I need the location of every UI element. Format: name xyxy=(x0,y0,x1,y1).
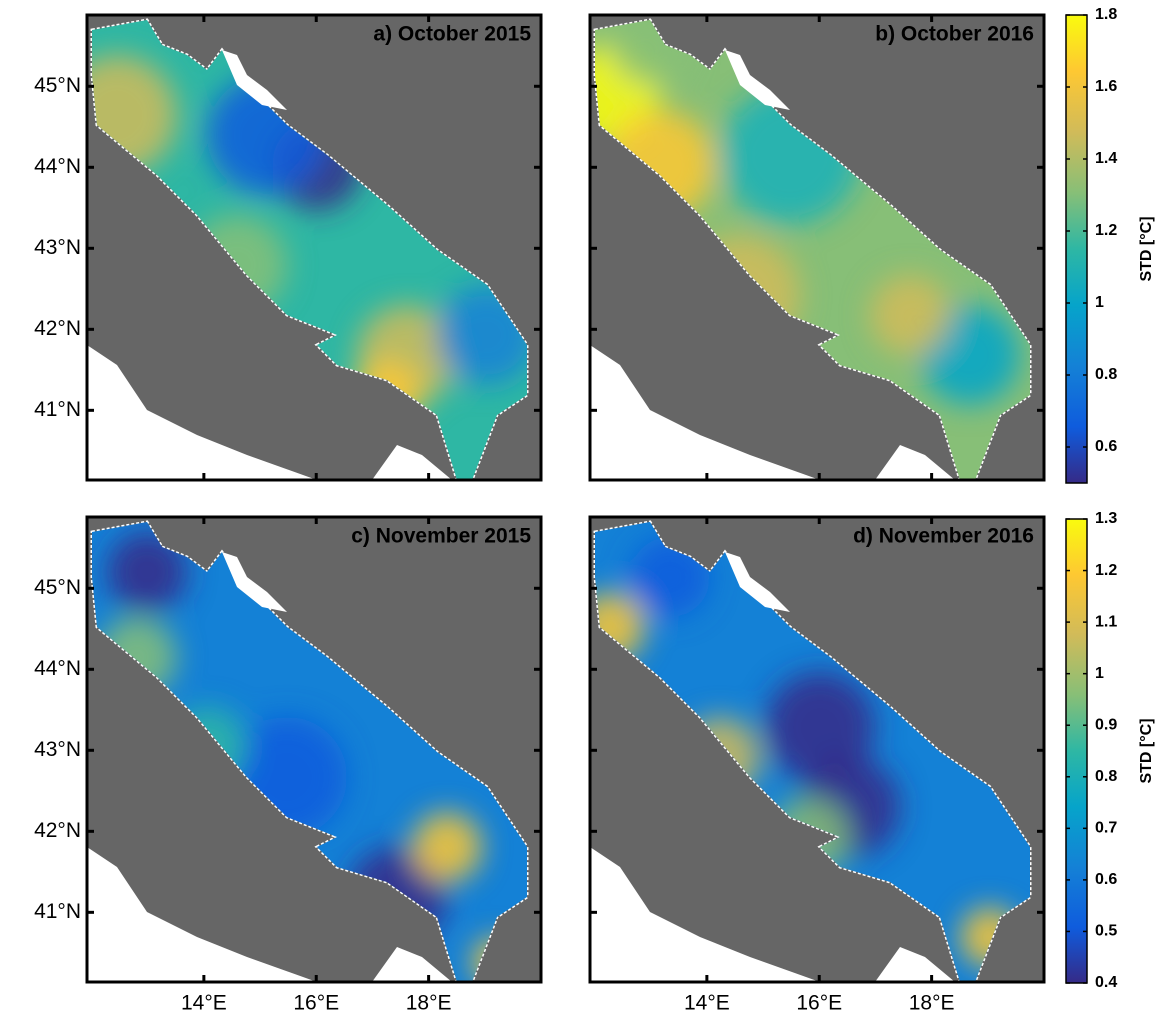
y-tick-label: 42°N xyxy=(34,317,81,340)
colorbar-tick-label: 0.9 xyxy=(1095,716,1117,733)
colorbar-tick-label: 1.1 xyxy=(1095,613,1117,630)
map-panel: a) October 2015 41°N 42°N 43°N 44°N 45°N xyxy=(34,15,541,480)
y-tick-label: 42°N xyxy=(34,819,81,842)
x-tick-label: 16°E xyxy=(293,992,339,1015)
y-tick-label: 44°N xyxy=(34,155,81,178)
map-panel: b) October 2016 xyxy=(560,5,1044,480)
x-tick-label: 14°E xyxy=(181,992,227,1015)
y-tick-label: 41°N xyxy=(34,398,81,421)
panel-title: b) October 2016 xyxy=(875,23,1034,46)
colorbar-tick-label: 0.4 xyxy=(1095,974,1117,991)
sea-blob xyxy=(412,812,482,882)
y-tick-label: 43°N xyxy=(34,738,81,761)
colorbar-tick-label: 1.2 xyxy=(1095,562,1117,579)
colorbar-tick-label: 0.5 xyxy=(1095,923,1117,940)
panel-title: a) October 2015 xyxy=(373,23,531,46)
colorbar-tick-label: 1.3 xyxy=(1095,510,1117,527)
colorbar-tick-label: 0.6 xyxy=(1095,438,1117,455)
y-tick-label: 44°N xyxy=(34,657,81,680)
map-panel: c) November 2015 14°E 16°E 18°E 41°N 42°N 43°N… xyxy=(34,517,541,1015)
colorbar-tick-label: 0.7 xyxy=(1095,820,1117,837)
colorbar-tick-label: 1.4 xyxy=(1095,150,1117,167)
colorbar-tick-label: 1 xyxy=(1095,665,1104,682)
x-tick-label: 14°E xyxy=(684,992,730,1015)
colorbar: 0.6 0.8 1 1.2 1.4 1.6 1.8 STD [°C] xyxy=(1066,6,1155,483)
colorbar-tick-label: 1 xyxy=(1095,294,1104,311)
x-tick-label: 18°E xyxy=(909,992,955,1015)
map-panel: d) November 2016 14°E 16°E 18°E xyxy=(575,517,1044,1015)
colorbar-tick-label: 1.2 xyxy=(1095,222,1117,239)
x-tick-label: 18°E xyxy=(406,992,452,1015)
colorbar: 0.4 0.5 0.6 0.7 0.8 0.9 1 1.1 1.2 1.3 STD [°C] xyxy=(1066,510,1155,991)
colorbar-label: STD [°C] xyxy=(1138,216,1155,281)
figure: a) October 2015 41°N 42°N 43°N 44°N 45°N b) Oc… xyxy=(0,0,1163,1027)
panel-title: c) November 2015 xyxy=(351,525,531,548)
colorbar-fill xyxy=(1066,519,1087,983)
y-tick-label: 41°N xyxy=(34,900,81,923)
colorbar-tick-label: 1.8 xyxy=(1095,6,1117,23)
colorbar-fill xyxy=(1066,15,1087,483)
colorbar-tick-label: 0.8 xyxy=(1095,768,1117,785)
page: {"panels": [{"title": "a) October 2015"}… xyxy=(0,0,1163,1032)
y-tick-label: 45°N xyxy=(34,576,81,599)
sea-blob xyxy=(870,275,950,355)
y-tick-label: 43°N xyxy=(34,236,81,259)
colorbar-tick-label: 1.6 xyxy=(1095,78,1117,95)
colorbar-label: STD [°C] xyxy=(1138,718,1155,783)
colorbar-tick-label: 0.6 xyxy=(1095,871,1117,888)
panel-title: d) November 2016 xyxy=(853,525,1034,548)
y-tick-label: 45°N xyxy=(34,74,81,97)
x-tick-label: 16°E xyxy=(796,992,842,1015)
colorbar-tick-label: 0.8 xyxy=(1095,366,1117,383)
